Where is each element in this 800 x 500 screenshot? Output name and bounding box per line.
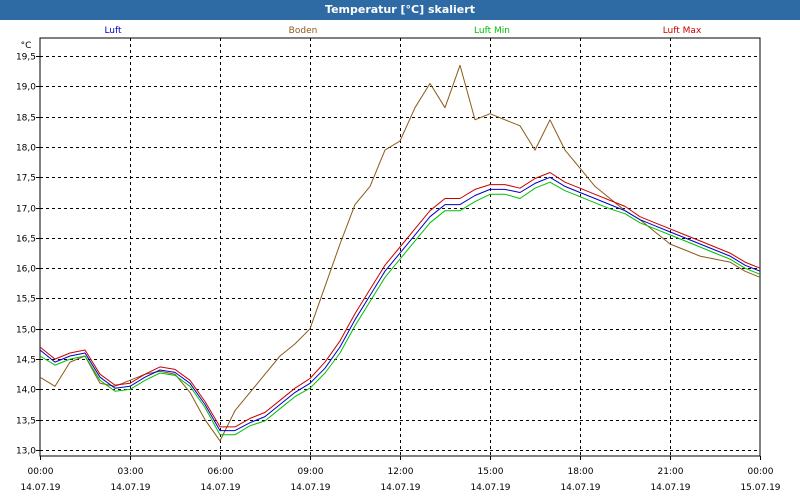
x-tick-date-label: 14.07.19 <box>650 483 690 493</box>
x-tick-date-label: 15.07.19 <box>740 483 780 493</box>
y-axis-unit-label: °C <box>21 41 32 51</box>
x-tick-time-label: 00:00 <box>748 467 774 477</box>
y-tick-label: 15,5 <box>16 295 36 305</box>
window-title: Temperatur [°C] skaliert <box>0 0 800 20</box>
legend-boden: Boden <box>289 26 318 36</box>
x-tick-time-label: 12:00 <box>388 467 414 477</box>
x-tick-date-label: 14.07.19 <box>290 483 330 493</box>
x-tick-time-label: 00:00 <box>28 467 54 477</box>
x-tick-date-label: 14.07.19 <box>200 483 240 493</box>
y-tick-label: 19,5 <box>16 53 36 63</box>
series-line-luft-min <box>39 181 761 436</box>
y-tick-label: 14,0 <box>16 386 36 396</box>
y-tick-label: 18,0 <box>16 144 36 154</box>
x-tick-time-label: 15:00 <box>478 467 504 477</box>
series-line-luft-max <box>39 172 761 428</box>
x-tick-date-label: 14.07.19 <box>110 483 150 493</box>
y-tick-label: 18,5 <box>16 114 36 124</box>
x-tick-time-label: 18:00 <box>568 467 594 477</box>
y-tick-label: 14,5 <box>16 356 36 366</box>
x-tick-date-label: 14.07.19 <box>470 483 510 493</box>
y-tick-label: 13,0 <box>16 447 36 457</box>
series-line-luft <box>39 176 761 432</box>
legend-luft: Luft <box>104 26 122 36</box>
y-tick-label: 15,0 <box>16 326 36 336</box>
y-tick-label: 13,5 <box>16 417 36 427</box>
temperature-chart: 13,0 13,5 14,0 14,5 15,0 15,5 16,0 16,5 17,0 17,5… <box>16 26 781 493</box>
y-tick-label: 16,5 <box>16 235 36 245</box>
x-tick-time-label: 21:00 <box>658 467 684 477</box>
x-tick-date-label: 14.07.19 <box>380 483 420 493</box>
y-tick-label: 17,5 <box>16 174 36 184</box>
legend-luft-max: Luft Max <box>663 26 702 36</box>
x-tick-time-label: 09:00 <box>298 467 324 477</box>
y-tick-label: 16,0 <box>16 265 36 275</box>
legend-luft-min: Luft Min <box>474 26 510 36</box>
x-tick-time-label: 06:00 <box>208 467 234 477</box>
x-tick-date-label: 14.07.19 <box>560 483 600 493</box>
x-tick-time-label: 03:00 <box>118 467 144 477</box>
x-tick-date-label: 14.07.19 <box>20 483 60 493</box>
y-tick-label: 17,0 <box>16 205 36 215</box>
y-tick-label: 19,0 <box>16 83 36 93</box>
